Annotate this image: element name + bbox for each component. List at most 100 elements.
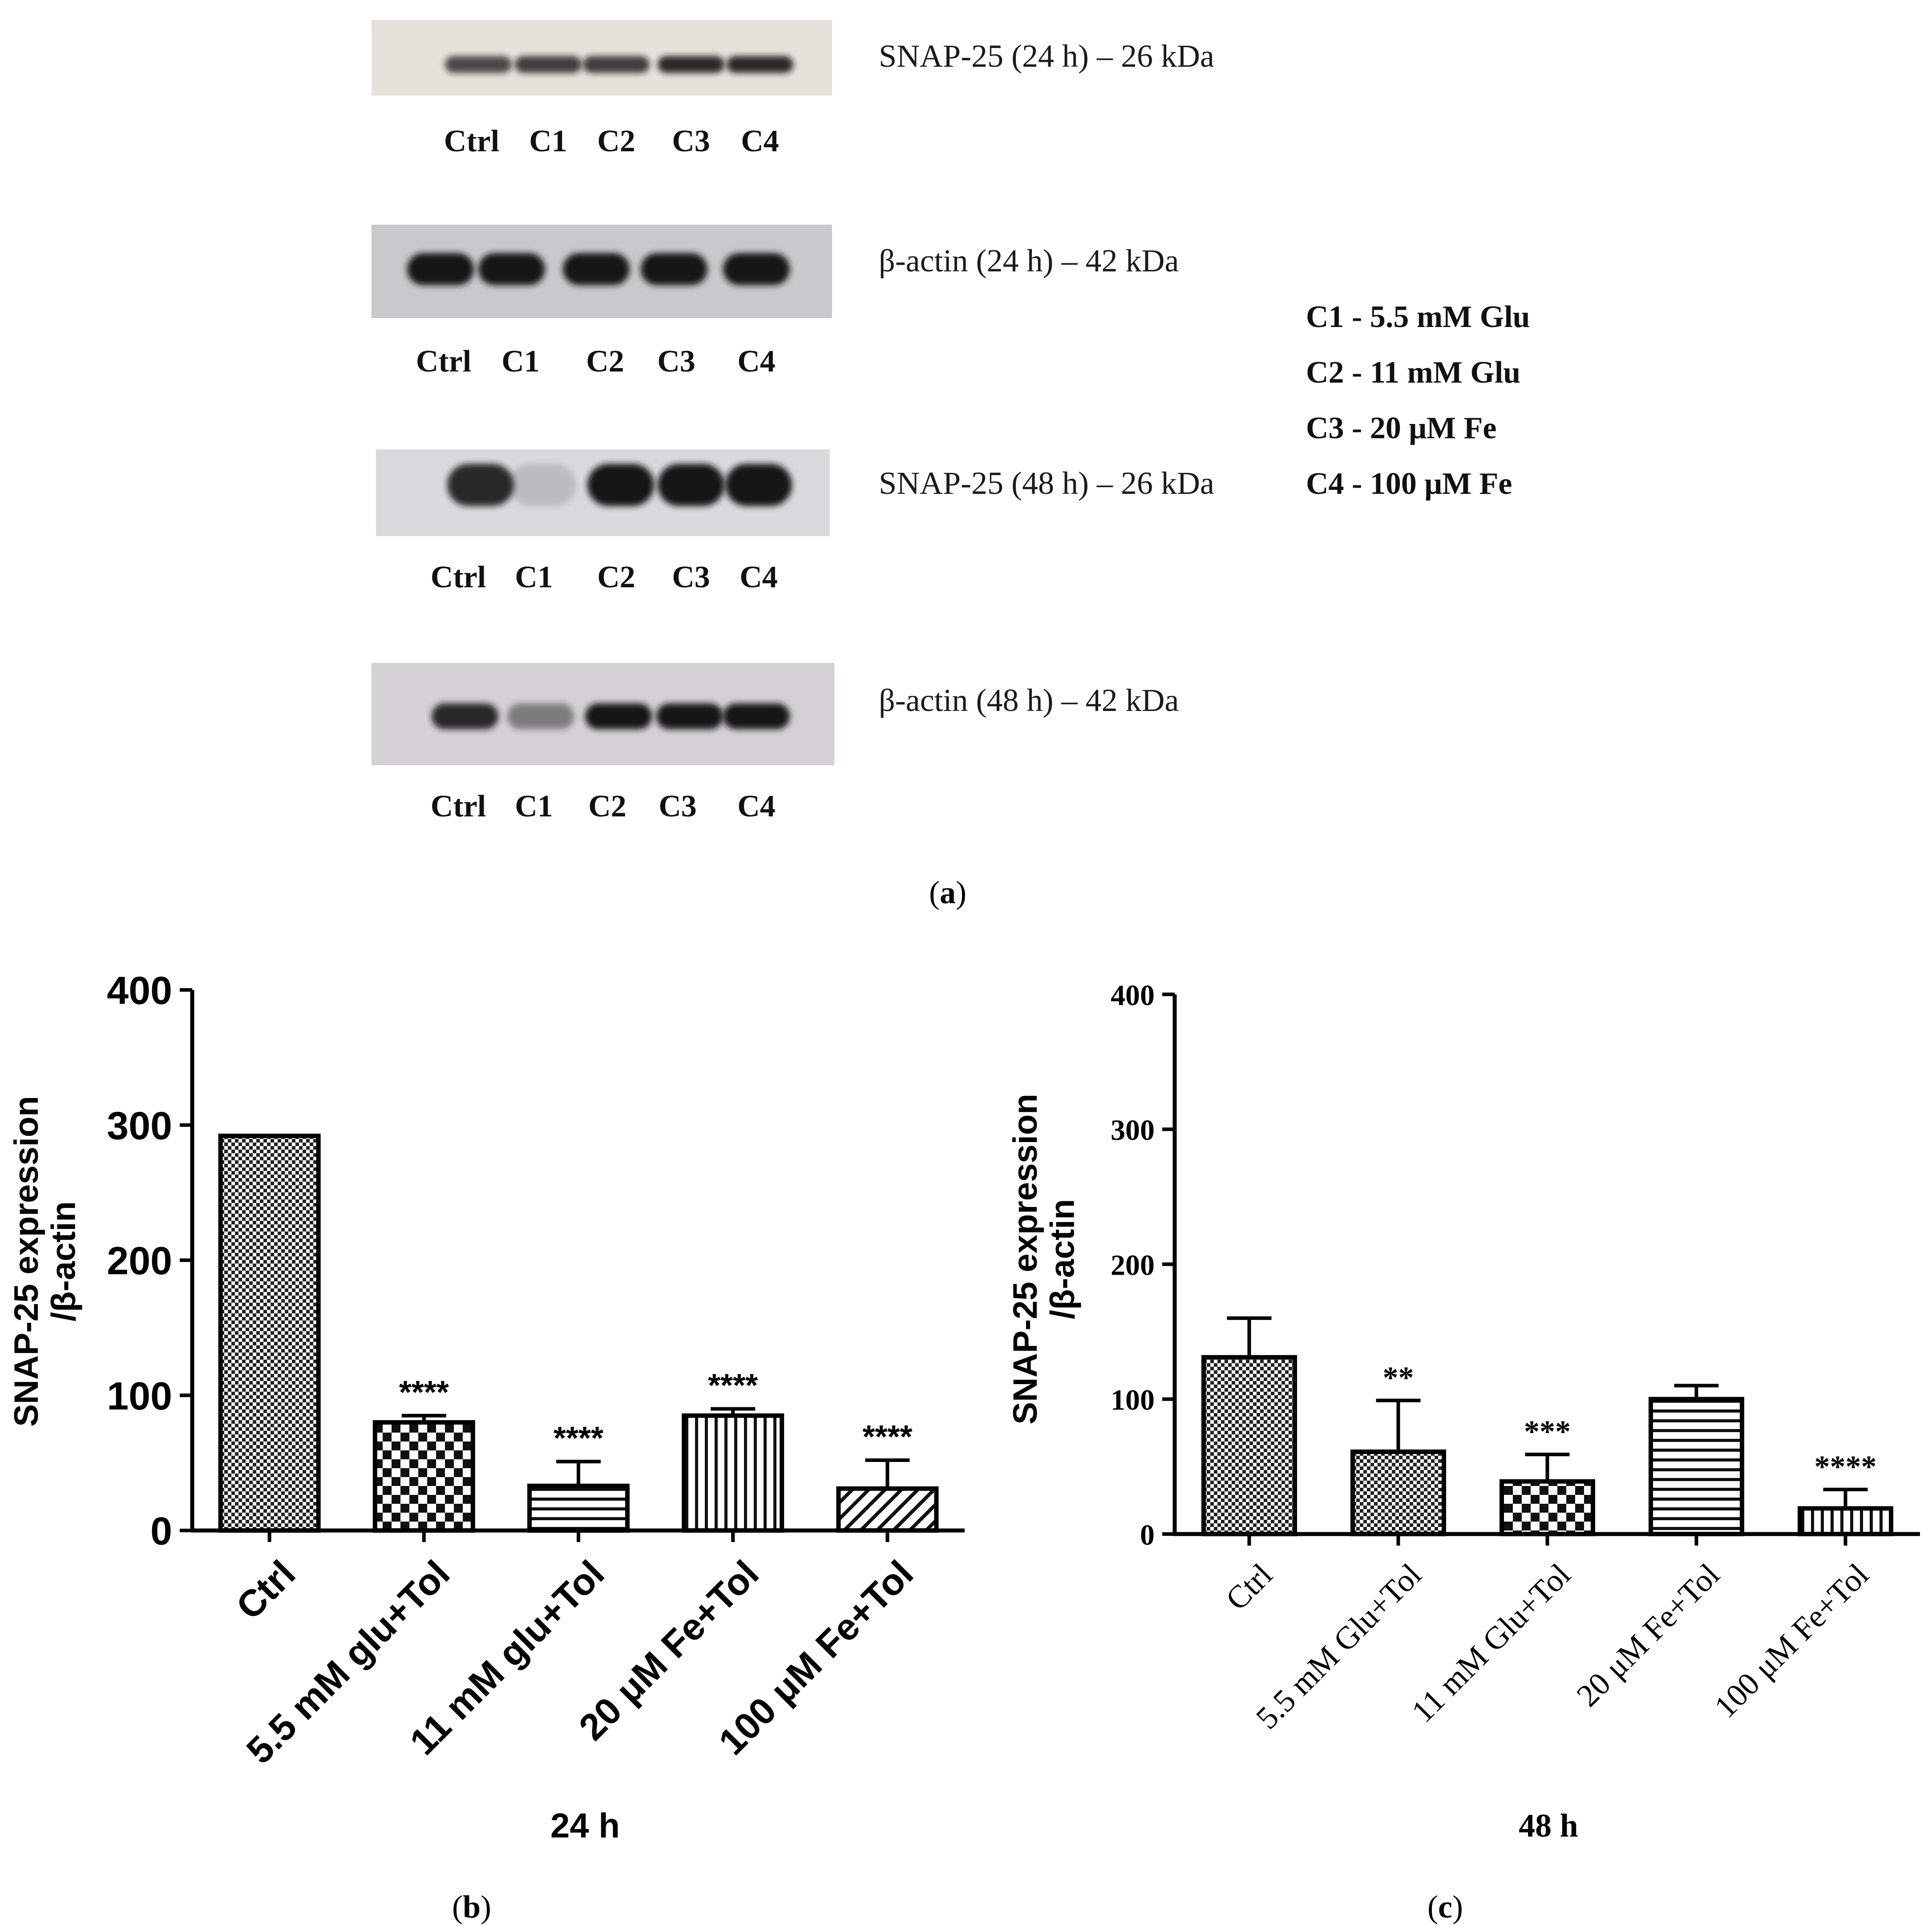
y-tick-label: 300: [1111, 1114, 1155, 1147]
bar: [836, 1486, 939, 1533]
x-tick-label: Ctrl: [228, 1552, 303, 1627]
x-tick-label: 20 μM Fe+Tol: [1570, 1557, 1726, 1713]
panel-label-letter: c: [1438, 1889, 1452, 1925]
blot-label: β-actin (24 h) – 42 kDa: [879, 243, 1179, 279]
y-axis-label-line1: SNAP-25 expression: [8, 1096, 45, 1426]
bar: [372, 1420, 475, 1533]
blot-band: [727, 56, 793, 73]
significance-label: ****: [399, 1375, 449, 1410]
blot-band: [563, 253, 630, 285]
blot-band: [407, 253, 474, 285]
blot-band: [723, 253, 790, 285]
blot-band: [658, 464, 724, 506]
y-axis-label-line1: SNAP-25 expression: [1006, 1094, 1044, 1424]
panel-label-paren: ): [1452, 1889, 1463, 1925]
lane-label: C2: [597, 124, 635, 158]
lane-label: C4: [741, 124, 779, 158]
blot-band: [725, 464, 792, 506]
bar-chart-24h: 0 100 200 300 400 SNAP-25 expression/β-actin C…: [8, 969, 965, 1845]
blot-4: β-actin (48 h) – 42 kDa Ctrl C1 C2 C3 C4: [372, 663, 1179, 824]
panel-label: (c): [1427, 1889, 1463, 1925]
blot-label: β-actin (48 h) – 42 kDa: [879, 682, 1179, 718]
condition-legend: C1 - 5.5 mM Glu C2 - 11 mM Glu C3 - 20 μM …: [1306, 300, 1530, 501]
blot-1: SNAP-25 (24 h) – 26 kDa Ctrl C1 C2 C3 C4: [372, 20, 1214, 158]
panel-label-letter: a: [940, 875, 956, 910]
lane-label: C2: [586, 344, 624, 379]
y-axis-label: SNAP-25 expression/β-actin: [8, 1096, 83, 1426]
lane-label: C1: [515, 560, 553, 594]
blot-band: [515, 56, 582, 73]
blot-band: [478, 253, 545, 285]
y-tick-label: 0: [150, 1509, 172, 1553]
blot-band: [509, 464, 576, 506]
lane-label: C3: [659, 789, 697, 824]
y-axis-label-line2: /β-actin: [45, 1201, 83, 1321]
y-axis-label-line2: /β-actin: [1044, 1199, 1082, 1319]
panel-label-paren: ): [956, 875, 966, 910]
lane-label: C4: [740, 560, 778, 594]
y-tick-label: 200: [1111, 1249, 1155, 1281]
bar: [218, 1134, 321, 1533]
lane-label: C2: [588, 789, 626, 824]
significance-label: ****: [554, 1421, 603, 1456]
lane-label: C3: [672, 560, 710, 594]
panel-label-letter: b: [463, 1889, 481, 1925]
y-tick-label: 0: [1140, 1519, 1155, 1551]
blot-band: [507, 703, 574, 729]
blot-2: β-actin (24 h) – 42 kDa Ctrl C1 C2 C3 C4: [372, 225, 1179, 379]
lane-label: Ctrl: [416, 344, 471, 379]
x-tick-label: Ctrl: [1219, 1557, 1279, 1617]
blot-label: SNAP-25 (48 h) – 26 kDa: [879, 465, 1214, 501]
bar-chart-48h: 0 100 200 300 400 SNAP-25 expression/β-actin C…: [1006, 979, 1920, 1844]
legend-entry: C2 - 11 mM Glu: [1306, 355, 1520, 390]
y-tick-label: 400: [1111, 979, 1155, 1012]
significance-label: ****: [862, 1419, 912, 1455]
lane-label: C1: [501, 344, 540, 379]
blot-band: [432, 703, 498, 729]
blot-band: [658, 56, 724, 73]
significance-label: ***: [1524, 1415, 1571, 1449]
blot-3: SNAP-25 (48 h) – 26 kDa Ctrl C1 C2 C3 C4: [376, 449, 1214, 594]
lane-label: C4: [737, 789, 776, 824]
blot-label: SNAP-25 (24 h) – 26 kDa: [879, 38, 1214, 74]
lane-label: C4: [737, 344, 776, 379]
blot-band: [583, 56, 650, 73]
y-axis-label: SNAP-25 expression/β-actin: [1006, 1094, 1082, 1424]
panel-label-paren: (: [1427, 1889, 1438, 1925]
panel-label-paren: (: [929, 875, 940, 910]
bar: [1201, 1355, 1297, 1536]
blot-band: [641, 253, 707, 285]
panel-labels: (a)(b) (c): [452, 875, 1463, 1925]
panel-label: (b): [452, 1889, 491, 1925]
bar: [1350, 1450, 1446, 1537]
x-tick-label: 11 mM Glu+Tol: [1405, 1557, 1577, 1729]
lane-label: Ctrl: [431, 789, 486, 824]
y-tick-label: 300: [107, 1103, 172, 1147]
lane-label: C1: [515, 789, 553, 824]
y-tick-label: 400: [107, 969, 172, 1013]
significance-label: ****: [708, 1368, 758, 1404]
lane-label: Ctrl: [444, 124, 499, 158]
lane-label: C3: [657, 344, 695, 379]
legend-entry: C1 - 5.5 mM Glu: [1306, 300, 1530, 334]
blot-band: [447, 464, 514, 506]
y-tick-label: 100: [1111, 1384, 1155, 1417]
significance-label: ****: [1815, 1450, 1877, 1484]
lane-label: Ctrl: [431, 560, 486, 594]
bar: [527, 1483, 630, 1533]
y-tick-label: 100: [107, 1374, 172, 1418]
panel-label-paren: ): [481, 1889, 491, 1925]
lane-label: C3: [672, 124, 710, 158]
blot-band: [656, 703, 723, 729]
blot-band: [587, 464, 654, 506]
lane-label: C1: [529, 124, 567, 158]
y-tick-label: 200: [107, 1239, 172, 1283]
blot-band: [445, 56, 512, 73]
lane-label: C2: [597, 560, 635, 594]
significance-label: **: [1383, 1361, 1414, 1395]
bar: [1649, 1397, 1744, 1536]
panel-label-paren: (: [452, 1889, 463, 1925]
